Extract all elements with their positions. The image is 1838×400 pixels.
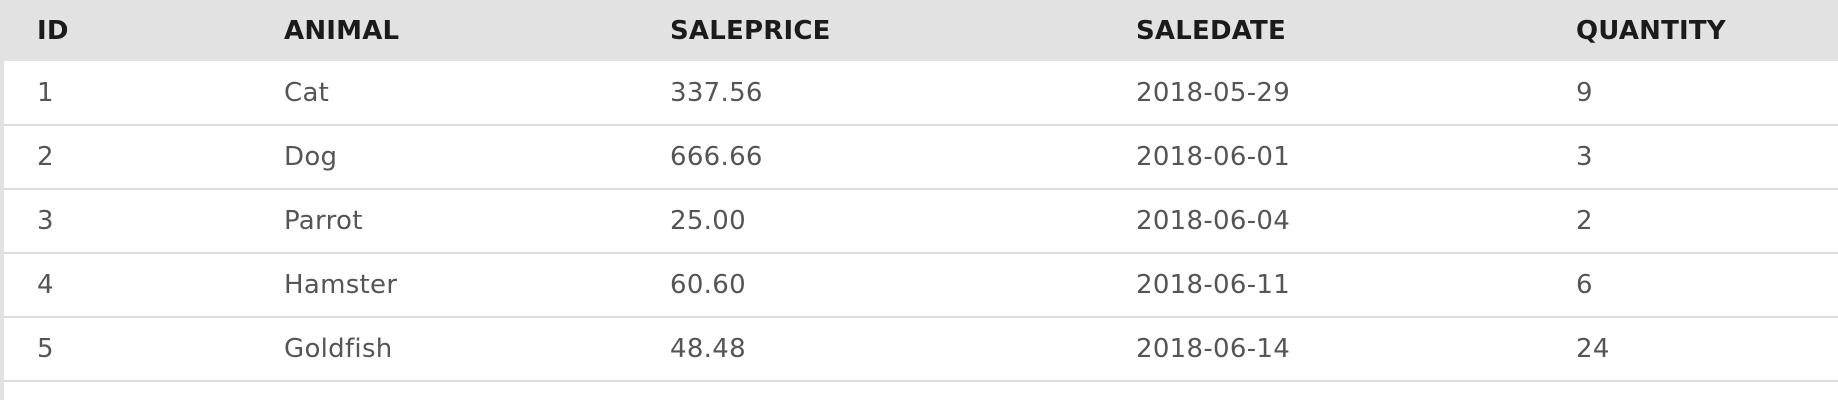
column-header-animal[interactable]: ANIMAL <box>284 15 400 46</box>
table-header: ID ANIMAL SALEPRICE SALEDATE QUANTITY <box>4 0 1838 61</box>
cell-id: 5 <box>37 334 54 364</box>
cell-saleprice: 666.66 <box>670 142 763 172</box>
column-header-id[interactable]: ID <box>37 15 69 46</box>
cell-id: 3 <box>37 206 54 236</box>
table-row[interactable]: 2 Dog 666.66 2018-06-01 3 <box>4 125 1838 189</box>
cell-quantity: 3 <box>1576 142 1593 172</box>
sales-table: ID ANIMAL SALEPRICE SALEDATE QUANTITY 1 … <box>4 0 1838 382</box>
table-row[interactable]: 3 Parrot 25.00 2018-06-04 2 <box>4 189 1838 253</box>
table-row[interactable]: 4 Hamster 60.60 2018-06-11 6 <box>4 253 1838 317</box>
table-row[interactable]: 1 Cat 337.56 2018-05-29 9 <box>4 61 1838 125</box>
cell-saledate: 2018-06-14 <box>1136 334 1291 364</box>
table-body: 1 Cat 337.56 2018-05-29 9 2 Dog 666.66 2… <box>4 61 1838 381</box>
cell-saleprice: 337.56 <box>670 77 763 108</box>
cell-id: 4 <box>37 270 54 300</box>
cell-animal: Parrot <box>284 206 363 236</box>
cell-id: 1 <box>37 77 54 108</box>
header-row: ID ANIMAL SALEPRICE SALEDATE QUANTITY <box>4 0 1838 61</box>
cell-saledate: 2018-06-11 <box>1136 270 1291 300</box>
cell-saleprice: 60.60 <box>670 270 746 300</box>
table-row[interactable]: 5 Goldfish 48.48 2018-06-14 24 <box>4 317 1838 381</box>
column-header-saledate[interactable]: SALEDATE <box>1136 15 1286 46</box>
cell-saleprice: 25.00 <box>670 206 746 236</box>
cell-id: 2 <box>37 142 54 172</box>
cell-animal: Goldfish <box>284 334 393 364</box>
cell-quantity: 9 <box>1576 77 1593 108</box>
cell-saleprice: 48.48 <box>670 334 746 364</box>
cell-animal: Cat <box>284 77 330 108</box>
cell-quantity: 2 <box>1576 206 1593 236</box>
cell-quantity: 6 <box>1576 270 1593 300</box>
cell-quantity: 24 <box>1576 334 1610 364</box>
table-left-border <box>0 0 4 400</box>
column-header-saleprice[interactable]: SALEPRICE <box>670 15 831 46</box>
cell-saledate: 2018-06-01 <box>1136 142 1291 172</box>
cell-saledate: 2018-06-04 <box>1136 206 1291 236</box>
cell-saledate: 2018-05-29 <box>1136 77 1291 108</box>
cell-animal: Dog <box>284 142 338 172</box>
cell-animal: Hamster <box>284 270 398 300</box>
column-header-quantity[interactable]: QUANTITY <box>1576 15 1726 46</box>
